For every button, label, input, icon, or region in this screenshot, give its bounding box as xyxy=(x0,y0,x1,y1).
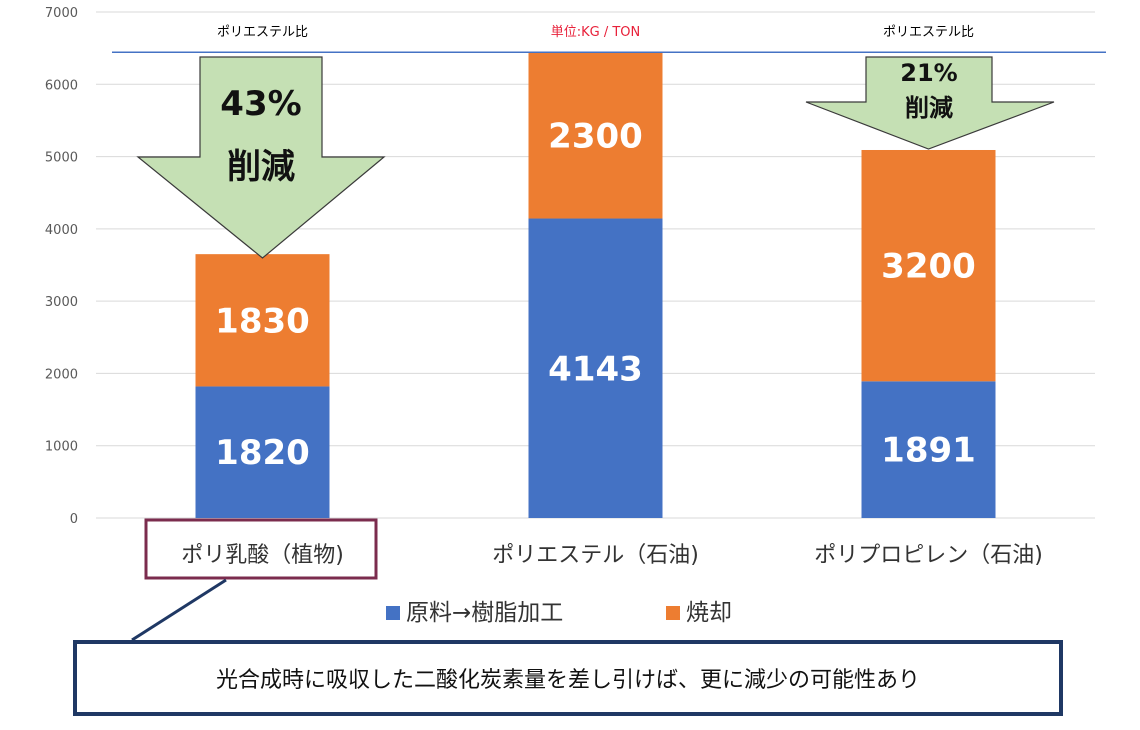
y-tick-label: 1000 xyxy=(45,440,78,455)
bar-segment xyxy=(195,254,330,387)
data-label: 4143 xyxy=(548,349,643,389)
y-tick-label: 5000 xyxy=(45,151,78,166)
bar-segment xyxy=(528,52,663,219)
y-tick-label: 6000 xyxy=(45,78,78,93)
data-label: 1820 xyxy=(215,433,310,473)
y-tick-label: 2000 xyxy=(45,367,78,382)
legend: 原料→樹脂加工 焼却 xyxy=(386,600,732,626)
data-label: 1891 xyxy=(881,431,976,471)
data-label: 3200 xyxy=(881,247,976,287)
callout-text: 光合成時に吸収した二酸化炭素量を差し引けば、更に減少の可能性あり xyxy=(215,668,920,693)
y-tick-label: 3000 xyxy=(45,295,78,310)
callout-box: 光合成時に吸収した二酸化炭素量を差し引けば、更に減少の可能性あり xyxy=(73,640,1063,716)
category-label: ポリエステル（石油) xyxy=(492,543,699,568)
legend-label: 焼却 xyxy=(686,600,732,626)
reduction-label: 削減 xyxy=(227,147,295,187)
category-label: ポリ乳酸（植物) xyxy=(181,543,344,568)
reduction-label: 21% xyxy=(900,59,957,87)
labels: 1820 1830 ポリ乳酸（植物) 4143 2300 ポリエステル（石油) 1891 32… xyxy=(131,24,1043,640)
highlight-box xyxy=(144,518,378,580)
bar-segment xyxy=(861,381,996,518)
callout-connector xyxy=(131,578,227,640)
bar-segment xyxy=(528,218,663,519)
bars xyxy=(195,52,996,519)
reduction-arrows: 43% 削減 21% 削減 xyxy=(136,56,1055,259)
y-tick-label: 0 xyxy=(70,512,78,527)
down-arrow-shape xyxy=(805,56,1055,150)
legend-label: 原料→樹脂加工 xyxy=(406,600,563,626)
bar-segment xyxy=(861,149,996,382)
bar-segment xyxy=(195,386,330,518)
top-note: ポリエステル比 xyxy=(883,25,974,40)
reduction-label: 43% xyxy=(220,84,301,124)
data-label: 1830 xyxy=(215,301,310,341)
data-label: 2300 xyxy=(548,116,643,156)
top-note: ポリエステル比 xyxy=(217,25,308,40)
stacked-bar-chart: 0 1000 2000 3000 4000 5000 6000 7000 1820 1830 ポリ… xyxy=(45,6,1106,640)
y-tick-label: 7000 xyxy=(45,6,78,21)
category-label: ポリプロピレン（石油) xyxy=(814,543,1043,568)
y-tick-label: 4000 xyxy=(45,223,78,238)
legend-swatch xyxy=(666,606,680,620)
legend-swatch xyxy=(386,606,400,620)
unit-note: 単位:KG / TON xyxy=(551,24,641,40)
reduction-label: 削減 xyxy=(905,94,953,122)
down-arrow-shape xyxy=(136,56,386,259)
